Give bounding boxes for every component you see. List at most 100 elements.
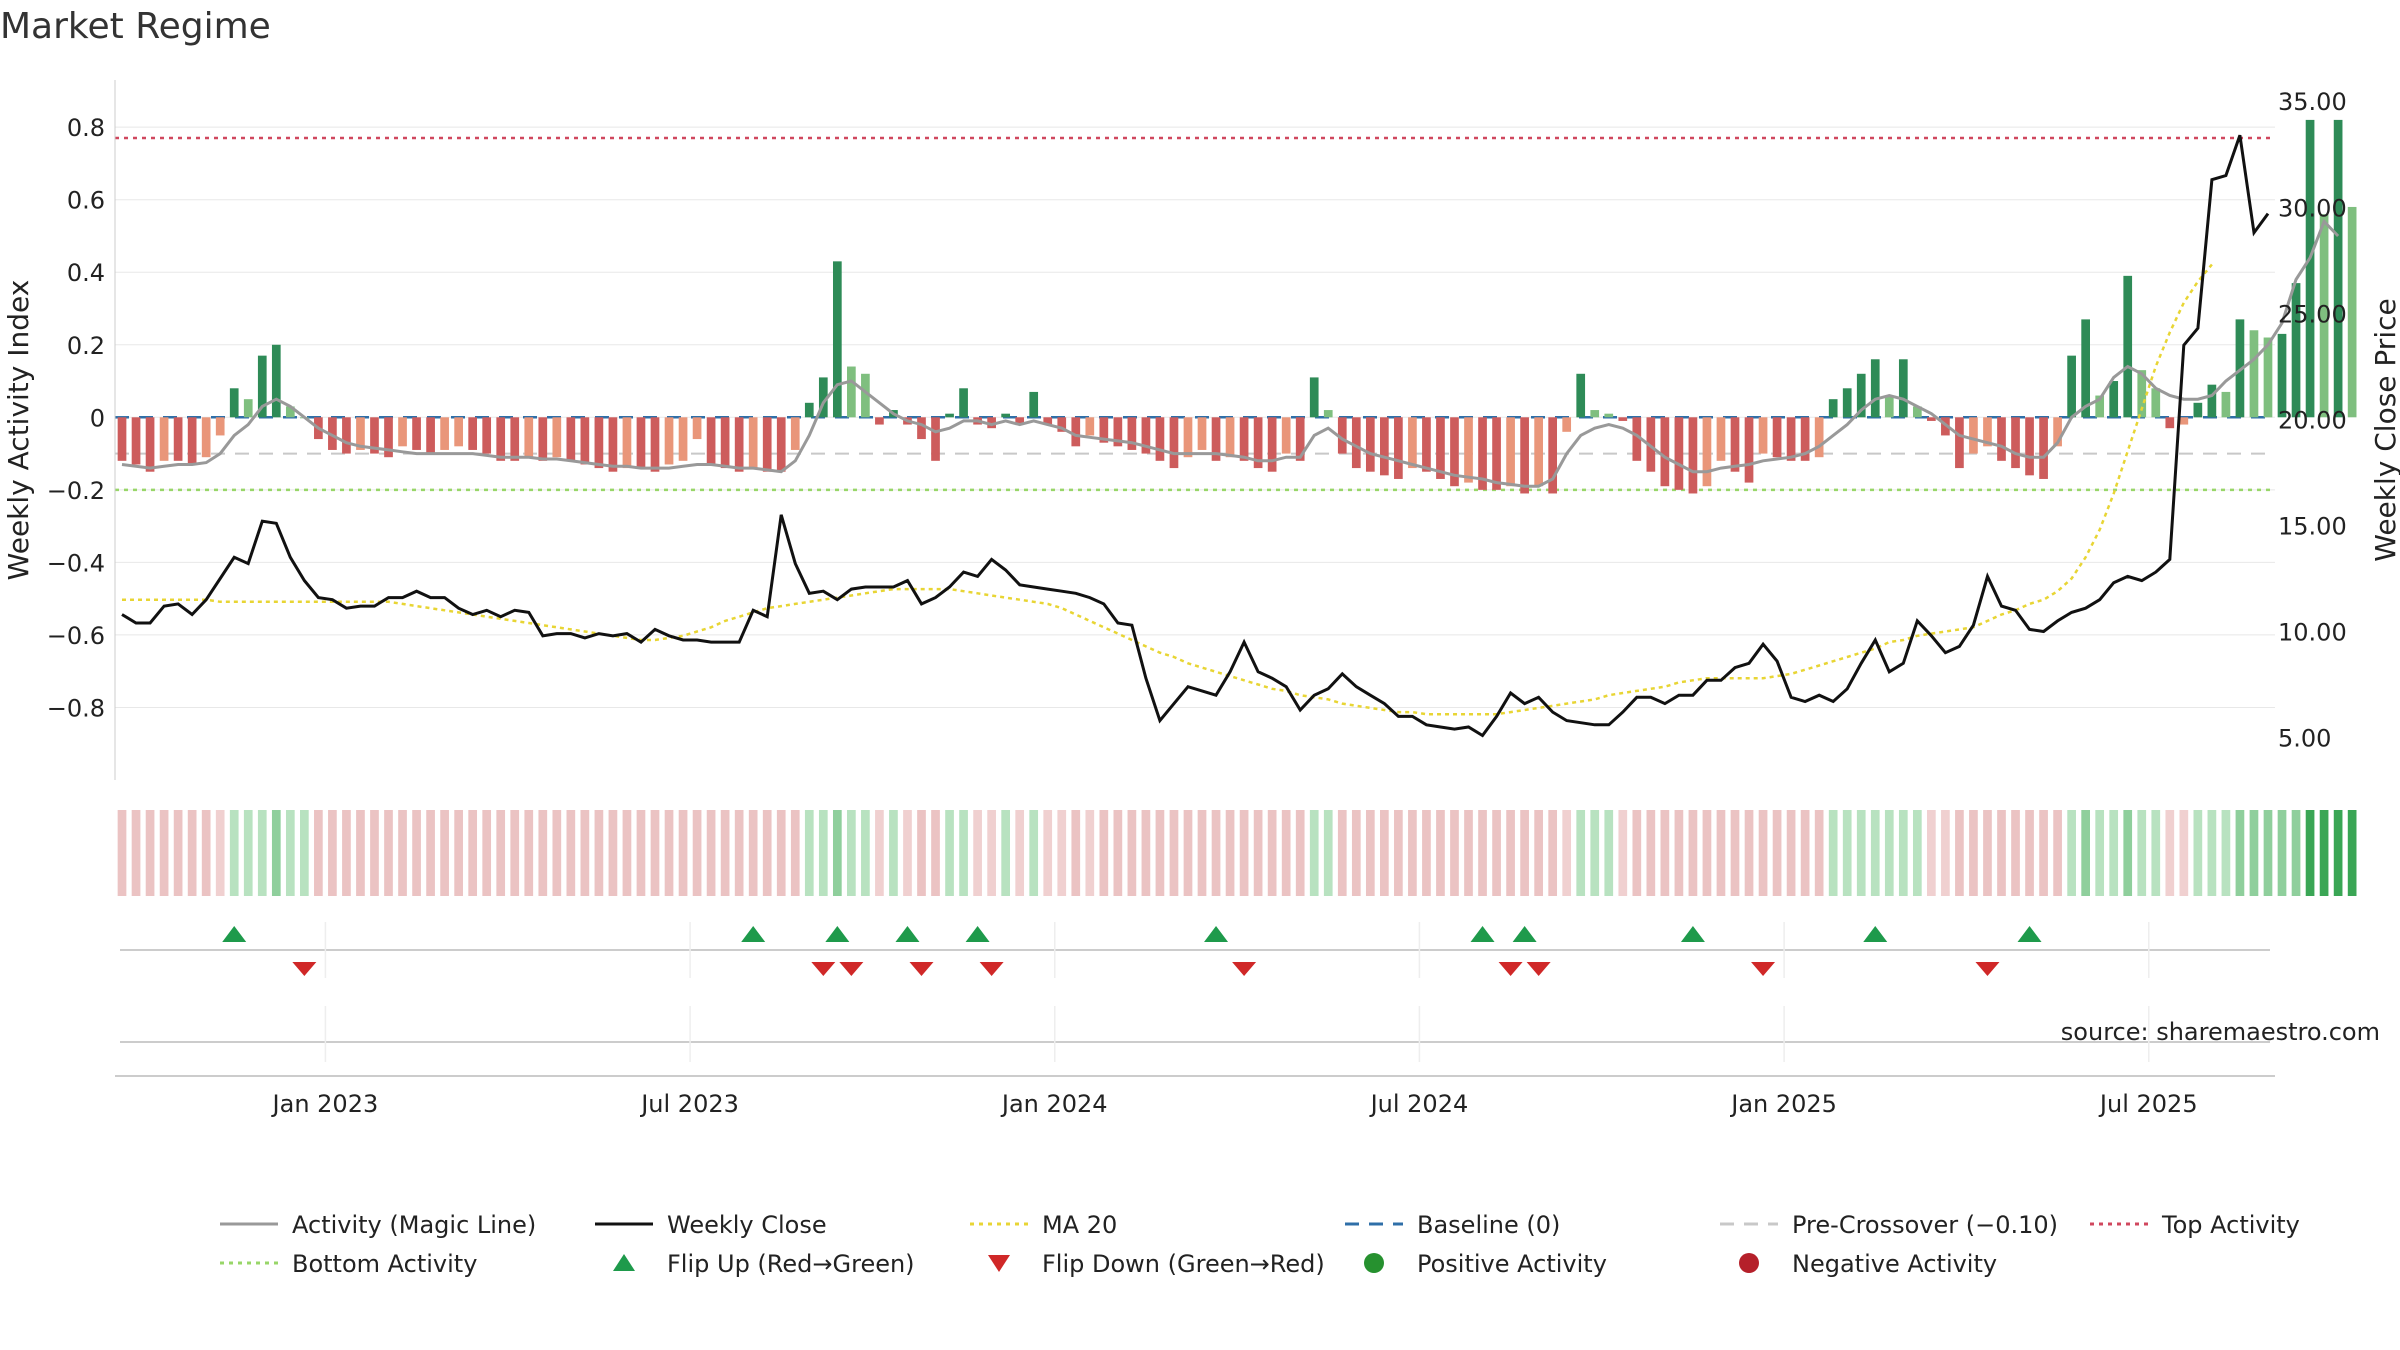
activity-bar (1590, 410, 1600, 418)
regime-cell (1464, 810, 1473, 896)
regime-cell (973, 810, 982, 896)
regime-cell (2123, 810, 2133, 896)
regime-cell (776, 810, 786, 896)
activity-bar (2319, 214, 2329, 418)
regime-cell (1436, 810, 1445, 896)
regime-cell (1309, 810, 1319, 896)
activity-bar (356, 417, 365, 450)
activity-bar (482, 417, 492, 454)
regime-strip (117, 810, 2357, 896)
regime-cell (1197, 810, 1207, 896)
regime-cell (1099, 810, 1109, 896)
activity-bar (1127, 417, 1137, 450)
regime-cell (398, 810, 407, 896)
activity-bar (1323, 410, 1333, 418)
activity-bar (1576, 373, 1586, 418)
regime-cell (426, 810, 435, 896)
regime-cell (1450, 810, 1459, 896)
activity-bar (734, 417, 744, 472)
regime-cell (566, 810, 576, 896)
flip-up-marker (1470, 926, 1495, 942)
activity-bar (580, 417, 590, 465)
activity-bar (1927, 417, 1936, 421)
regime-cell (1800, 810, 1810, 896)
activity-bar (510, 417, 520, 461)
activity-bar (2305, 119, 2315, 418)
flip-up-marker (895, 926, 920, 942)
activity-bar (2193, 402, 2203, 418)
activity-bar (552, 417, 562, 458)
activity-bar (2207, 384, 2217, 418)
activity-bar (832, 261, 842, 418)
legend: Activity (Magic Line) Weekly Close MA 20 Ba… (220, 1211, 2300, 1278)
regime-cell (790, 810, 800, 896)
regime-cell (594, 810, 604, 896)
activity-bar (2165, 417, 2175, 429)
activity-bar (1730, 417, 1740, 472)
regime-cell (1141, 810, 1151, 896)
magic-line (121, 218, 2340, 488)
legend-item: Pre-Crossover (−0.10) (1720, 1211, 2058, 1239)
activity-bar (2109, 381, 2119, 418)
activity-bar (706, 417, 716, 465)
activity-bar (1141, 417, 1151, 454)
activity-bar (664, 417, 674, 465)
legend-swatch (1739, 1253, 1759, 1273)
activity-bar (2025, 417, 2034, 476)
regime-cell (1183, 810, 1193, 896)
activity-bar (1800, 417, 1810, 461)
activity-bar (1786, 417, 1796, 461)
regime-cell (1716, 810, 1726, 896)
regime-cell (917, 810, 926, 896)
regime-cell (1744, 810, 1754, 896)
regime-cell (832, 810, 842, 896)
regime-cell (959, 810, 968, 896)
activity-bar (201, 417, 211, 458)
activity-bar (243, 399, 253, 418)
regime-cell (1730, 810, 1740, 896)
regime-cell (1071, 810, 1081, 896)
activity-bar (440, 417, 449, 450)
regime-cell (384, 810, 393, 896)
activity-bar (776, 417, 786, 472)
activity-bar (1408, 417, 1417, 469)
activity-bar (2179, 417, 2189, 425)
activity-bar (1309, 377, 1319, 418)
flip-down-marker (1232, 962, 1257, 976)
regime-cell (903, 810, 912, 896)
legend-item: MA 20 (970, 1211, 1117, 1239)
legend-swatch (988, 1255, 1010, 1272)
activity-bar (257, 355, 267, 418)
flip-down-marker (1751, 962, 1776, 976)
y-left-tick-label: −0.6 (47, 622, 105, 650)
legend-label: Bottom Activity (292, 1250, 477, 1278)
activity-bar (398, 417, 407, 447)
flip-up-marker (965, 926, 990, 942)
regime-cell (636, 810, 646, 896)
activity-bar (1464, 417, 1473, 483)
y-left-tick-label: 0.2 (67, 332, 105, 360)
regime-cell (1884, 810, 1894, 896)
regime-cell (2095, 810, 2105, 896)
legend-item: Top Activity (2090, 1211, 2300, 1239)
flip-up-marker (1512, 926, 1537, 942)
y-right-tick-label: 15.00 (2278, 512, 2347, 540)
chart-title: Market Regime (0, 6, 271, 47)
activity-bar (1029, 391, 1039, 418)
regime-cell (580, 810, 590, 896)
regime-cell (1870, 810, 1880, 896)
activity-bar (2277, 333, 2287, 418)
activity-bar (2249, 330, 2259, 418)
regime-cell (875, 810, 884, 896)
activity-bar (1688, 417, 1698, 494)
regime-cell (1365, 810, 1375, 896)
regime-cell (1786, 810, 1796, 896)
legend-item: Weekly Close (595, 1211, 827, 1239)
regime-cell (818, 810, 828, 896)
regime-cell (2025, 810, 2034, 896)
regime-cell (300, 810, 309, 896)
activity-bar (1884, 395, 1894, 418)
x-tick-label: Jan 2024 (1000, 1090, 1108, 1118)
regime-cell (2207, 810, 2217, 896)
